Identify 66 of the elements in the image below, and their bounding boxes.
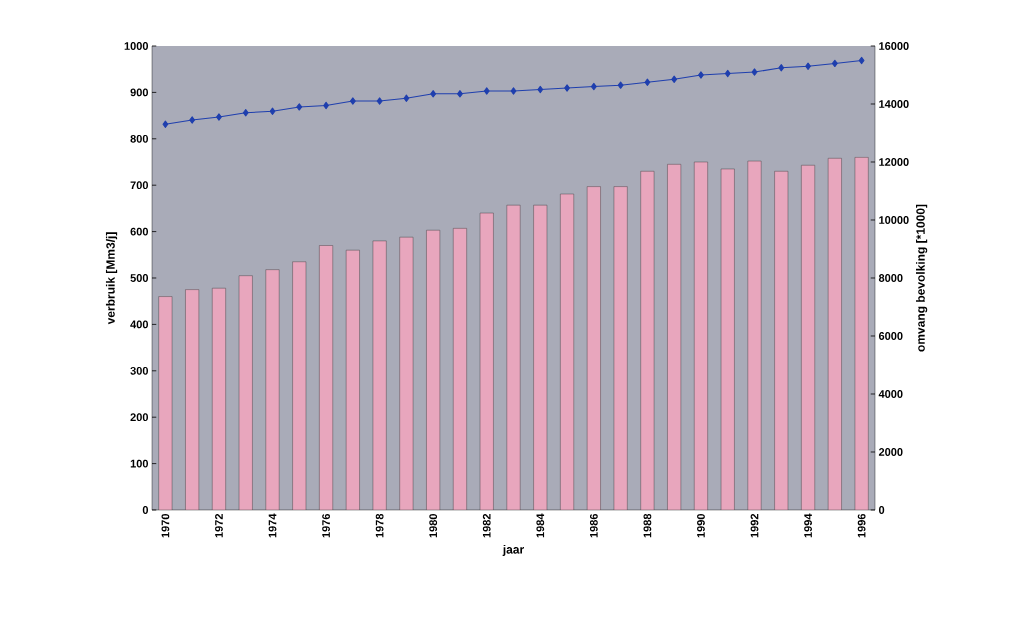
x-tick-label: 1992 bbox=[750, 513, 759, 538]
y2-tick-label: 10000 bbox=[879, 216, 909, 224]
point bbox=[537, 85, 544, 94]
y-tick-label: 1000 bbox=[124, 42, 149, 50]
y2-tick-label: 14000 bbox=[879, 100, 909, 108]
x-tick-label: 1986 bbox=[589, 513, 598, 538]
y-tick-label: 0 bbox=[142, 506, 149, 514]
point bbox=[349, 97, 356, 105]
point bbox=[269, 107, 276, 115]
point bbox=[644, 78, 651, 86]
x-tick-label: 1990 bbox=[697, 513, 705, 538]
y2-tick-label: 12000 bbox=[879, 158, 909, 166]
y2-tick-label: 2000 bbox=[878, 448, 903, 456]
point bbox=[483, 87, 490, 95]
point bbox=[376, 97, 383, 105]
y-tick-label: 900 bbox=[130, 88, 149, 97]
bar bbox=[506, 204, 521, 510]
x-tick-label: 1974 bbox=[268, 513, 277, 538]
point bbox=[698, 71, 704, 79]
x-tick-label: 1978 bbox=[375, 513, 384, 538]
y-tick-label: 400 bbox=[130, 320, 149, 329]
point bbox=[162, 120, 169, 128]
point bbox=[751, 68, 758, 76]
x-tick-label: 1988 bbox=[643, 513, 652, 538]
y2-tick-label: 16000 bbox=[879, 42, 909, 50]
point bbox=[778, 64, 785, 72]
point bbox=[805, 62, 811, 70]
y-tick-label: 600 bbox=[130, 227, 149, 236]
y2-axis-title: omvang bevolking [*1000] bbox=[916, 204, 928, 352]
point bbox=[216, 113, 222, 121]
x-tick-label: 1996 bbox=[857, 513, 866, 538]
point bbox=[403, 94, 410, 102]
y-axis-title: verbruik [Mm3/j] bbox=[105, 232, 118, 325]
y2-tick-label: 6000 bbox=[878, 332, 903, 340]
point bbox=[564, 84, 570, 92]
point bbox=[590, 82, 597, 91]
y-tick-label: 800 bbox=[130, 134, 149, 143]
x-tick-label: 1980 bbox=[429, 513, 438, 538]
point bbox=[724, 69, 731, 78]
y-tick-label: 300 bbox=[130, 366, 149, 375]
y2-tick-label: 8000 bbox=[878, 274, 903, 282]
y-tick-label: 200 bbox=[130, 413, 149, 422]
y2-tick-label: 0 bbox=[878, 506, 885, 514]
point bbox=[831, 59, 838, 68]
point bbox=[457, 90, 463, 98]
point bbox=[671, 75, 678, 84]
bar bbox=[747, 160, 762, 510]
y-tick-label: 100 bbox=[130, 459, 149, 468]
point bbox=[430, 90, 437, 98]
point bbox=[242, 108, 249, 117]
x-axis-title: jaar bbox=[502, 544, 524, 557]
point bbox=[858, 56, 865, 65]
x-tick-label: 1970 bbox=[161, 513, 170, 538]
x-tick-label: 1982 bbox=[482, 513, 491, 538]
point bbox=[617, 81, 624, 89]
point bbox=[510, 87, 517, 95]
x-tick-label: 1976 bbox=[322, 513, 330, 538]
y-tick-label: 700 bbox=[130, 181, 149, 190]
point bbox=[296, 103, 303, 111]
bar bbox=[265, 269, 280, 510]
x-tick-label: 1972 bbox=[215, 513, 223, 538]
x-tick-label: 1994 bbox=[804, 513, 812, 538]
y-tick-label: 500 bbox=[130, 274, 149, 282]
point bbox=[189, 116, 196, 124]
x-tick-label: 1984 bbox=[536, 513, 545, 538]
y2-tick-label: 4000 bbox=[878, 390, 903, 398]
